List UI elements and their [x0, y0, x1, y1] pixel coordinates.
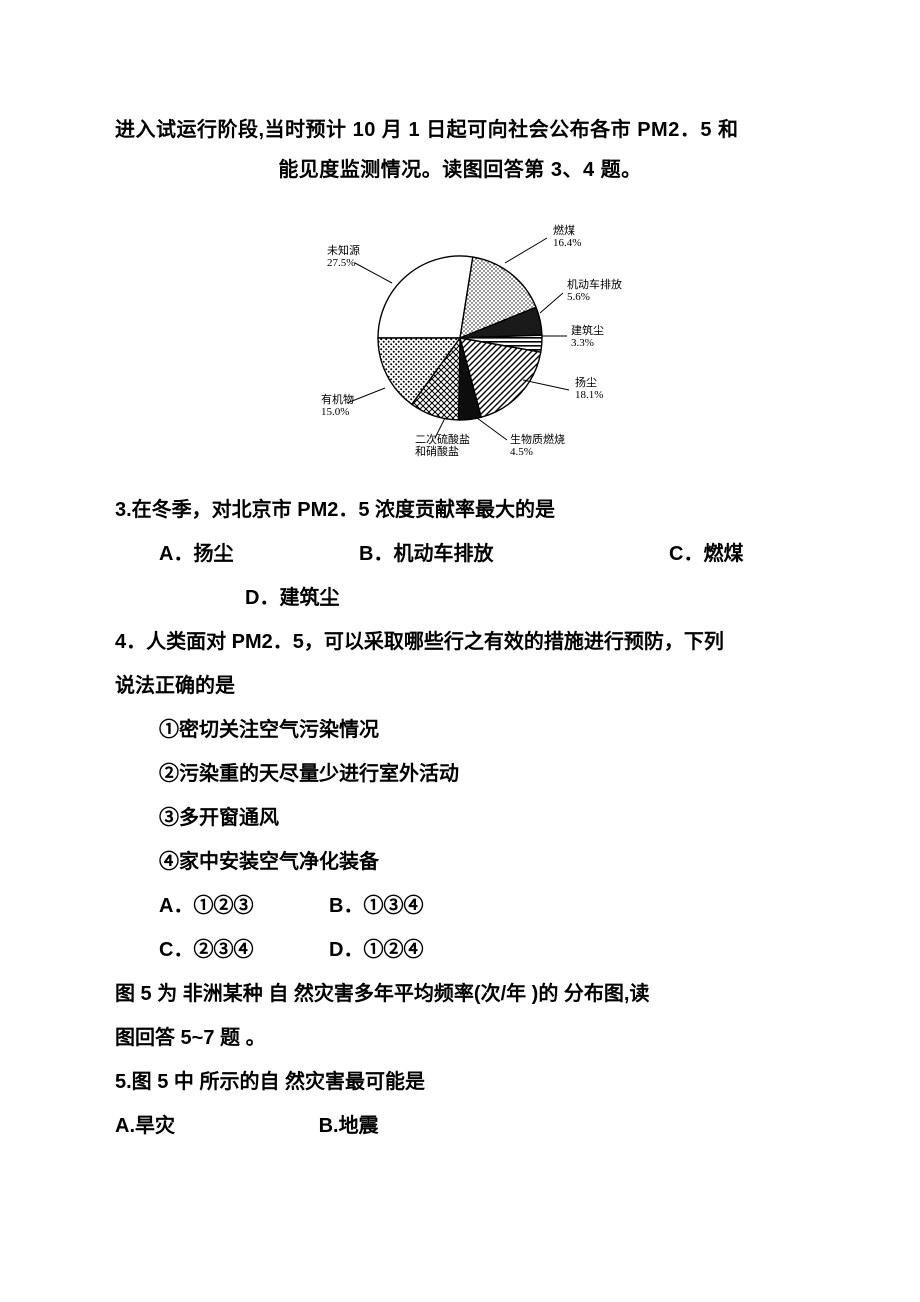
q4-stem-2: 说法正确的是 [115, 664, 805, 708]
intro-line-1: 进入试运行阶段,当时预计 10 月 1 日起可向社会公布各市 PM2．5 和 [115, 110, 805, 150]
q4-item-2: ②污染重的天尽量少进行室外活动 [115, 752, 805, 796]
pie-pct-organic: 15.0% [321, 406, 349, 418]
q4-item-4: ④家中安装空气净化装备 [115, 840, 805, 884]
pie-pct-bio: 4.5% [510, 446, 533, 458]
intro-line-2: 能见度监测情况。读图回答第 3、4 题。 [115, 150, 805, 190]
pie-pct-vehicle: 5.6% [567, 291, 590, 303]
q5-option-b: B.地震 [319, 1115, 379, 1137]
q4-stem-1: 4．人类面对 PM2．5，可以采取哪些行之有效的措施进行预防，下列 [115, 620, 805, 664]
q3-option-b: B．机动车排放 [359, 532, 493, 576]
q4-option-d: D．①②④ [329, 928, 423, 972]
pie-label-sulf: 二次硫酸盐 [415, 432, 470, 446]
pie-pct-coal: 16.4% [553, 237, 581, 249]
pie-pct-unknown: 27.5% [327, 257, 355, 269]
q3-options-row1: A．扬尘 B．机动车排放 C．燃煤 [115, 532, 805, 576]
pie-label-unknown: 未知源 [327, 243, 360, 257]
q3-option-d: D．建筑尘 [245, 576, 339, 620]
q3-options-row2: D．建筑尘 [115, 576, 805, 620]
q3-option-a: A．扬尘 [159, 532, 233, 576]
fig5-intro-2: 图回答 5~7 题 。 [115, 1016, 805, 1060]
q4-option-c: C．②③④ [159, 928, 253, 972]
pie-label-bio: 生物质燃烧 [510, 432, 565, 446]
pie-label-vehicle: 机动车排放 [567, 277, 622, 291]
q4-item-3: ③多开窗通风 [115, 796, 805, 840]
svg-text:和硝酸盐: 和硝酸盐 [415, 444, 459, 458]
q4-item-1: ①密切关注空气污染情况 [115, 708, 805, 752]
q4-options-row2: C．②③④ D．①②④ [115, 928, 805, 972]
pie-label-coal: 燃煤 [553, 223, 575, 237]
q4-option-a: A．①②③ [159, 884, 253, 928]
pie-pct-constr: 3.3% [571, 337, 594, 349]
pie-label-dust: 扬尘 [575, 375, 597, 389]
q4-option-b: B．①③④ [329, 884, 423, 928]
q5-stem: 5.图 5 中 所示的自 然灾害最可能是 [115, 1060, 805, 1104]
pie-label-organic: 有机物 [321, 392, 354, 406]
pie-slice-unknown [378, 256, 473, 338]
q5-options-row1: A.旱灾 B.地震 [115, 1104, 805, 1148]
q3-option-c: C．燃煤 [669, 532, 743, 576]
pie-label-constr: 建筑尘 [571, 323, 604, 337]
fig5-intro-1: 图 5 为 非洲某种 自 然灾害多年平均频率(次/年 )的 分布图,读 [115, 972, 805, 1016]
q4-options-row1: A．①②③ B．①③④ [115, 884, 805, 928]
pie-pct-dust: 18.1% [575, 389, 603, 401]
pm25-pie-chart: 未知源27.5% 燃煤16.4% 机动车排放5.6% 建筑尘3.3% 扬尘18.1% 生物… [285, 208, 635, 468]
q3-stem: 3.在冬季，对北京市 PM2．5 浓度贡献率最大的是 [115, 488, 805, 532]
q5-option-a: A.旱灾 [115, 1115, 175, 1137]
